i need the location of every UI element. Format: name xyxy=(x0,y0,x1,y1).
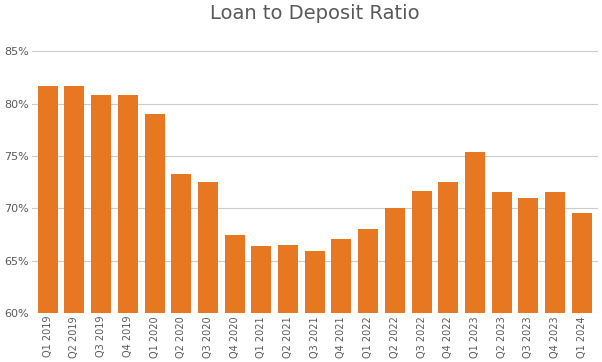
Bar xyxy=(438,182,458,362)
Bar xyxy=(545,191,565,362)
Bar xyxy=(305,251,324,362)
Bar xyxy=(64,86,84,362)
Bar xyxy=(118,95,138,362)
Bar xyxy=(278,245,298,362)
Title: Loan to Deposit Ratio: Loan to Deposit Ratio xyxy=(210,4,420,23)
Bar xyxy=(252,246,272,362)
Bar xyxy=(572,212,592,362)
Bar xyxy=(412,190,432,362)
Bar xyxy=(358,230,378,362)
Bar xyxy=(225,235,244,362)
Bar xyxy=(144,114,164,362)
Bar xyxy=(492,191,512,362)
Bar xyxy=(332,239,352,362)
Bar xyxy=(171,174,191,362)
Bar xyxy=(518,198,538,362)
Bar xyxy=(38,86,58,362)
Bar xyxy=(198,182,218,362)
Bar xyxy=(385,209,405,362)
Bar xyxy=(91,95,111,362)
Bar xyxy=(465,152,485,362)
